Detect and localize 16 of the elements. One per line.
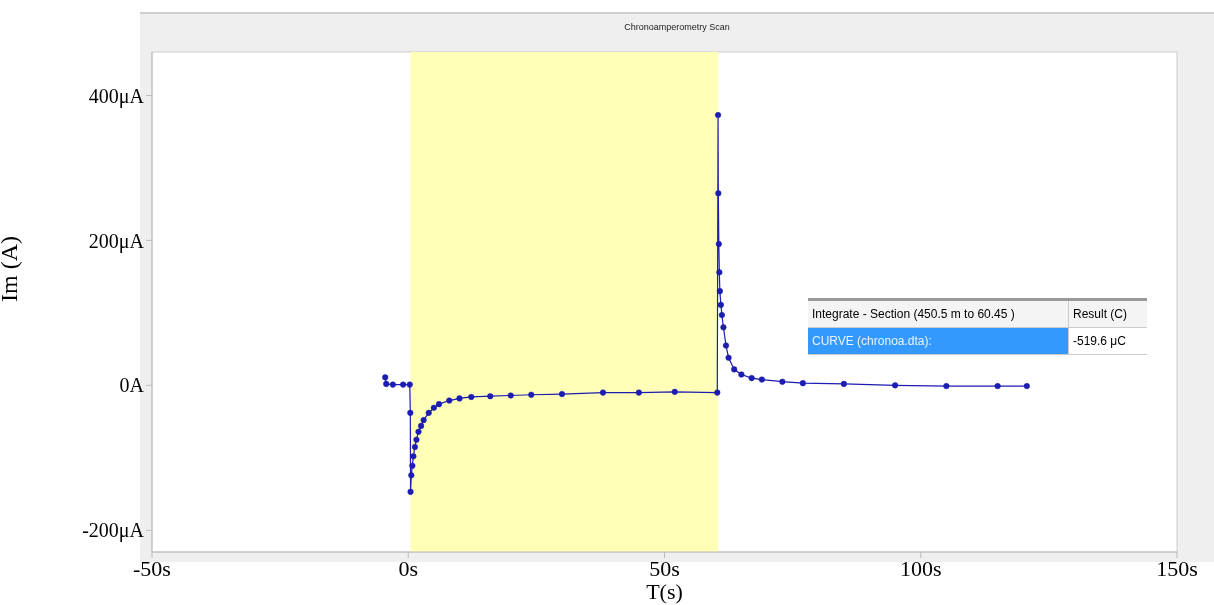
annotation: -519.6 μC — [1072, 333, 1127, 350]
x-tick-label: 100s — [899, 555, 942, 581]
x-tick-label: 0s — [398, 555, 419, 581]
y-tick-label: 0A — [119, 374, 145, 397]
annotation: Result (C) — [1072, 306, 1128, 323]
y-tick-label: -200μA — [82, 519, 145, 543]
y-tick-label: 200μA — [88, 229, 145, 253]
chart-title: Chronoamperometry Scan — [623, 22, 731, 32]
selected-table-cell: CURVE (chronoa.dta): — [808, 328, 1069, 354]
x-tick-label: 50s — [649, 555, 680, 581]
annotation: Integrate - Section (450.5 m to 60.45 ) — [808, 301, 1069, 327]
x-axis-title: T(s) — [646, 579, 683, 604]
x-tick-label: 150s — [1156, 555, 1198, 581]
y-tick-label: 400μA — [88, 84, 145, 108]
x-tick-label: -50s — [133, 555, 171, 581]
y-axis-title: Im (A) — [0, 236, 22, 302]
